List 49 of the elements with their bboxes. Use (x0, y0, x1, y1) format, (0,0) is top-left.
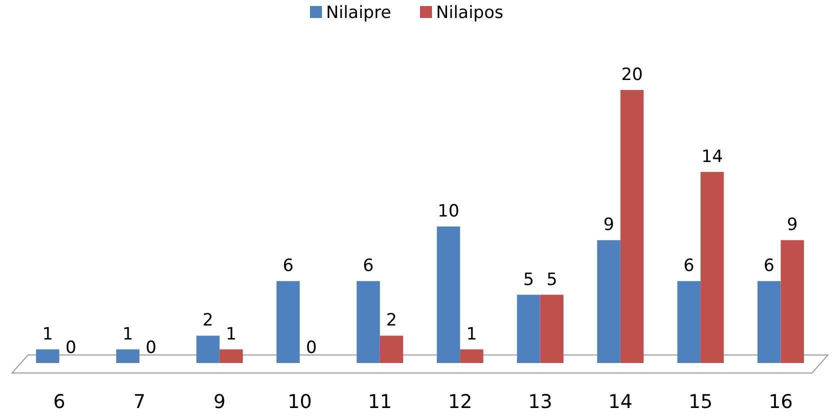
x-tick-label: 13 (528, 391, 552, 413)
bar (356, 281, 380, 363)
x-tick-label: 9 (214, 391, 226, 413)
bar (36, 349, 60, 363)
data-label: 5 (546, 270, 558, 290)
data-label: 1 (466, 324, 478, 344)
bar (460, 349, 484, 363)
data-label: 2 (202, 310, 214, 331)
legend-label: Nilaipos (436, 3, 504, 23)
bar (757, 281, 781, 363)
data-label: 6 (684, 256, 694, 276)
bar (597, 240, 620, 363)
x-tick-label: 12 (448, 391, 472, 413)
data-label: 20 (621, 65, 643, 85)
x-tick-label: 15 (688, 391, 713, 413)
data-label: 2 (386, 310, 397, 331)
bar (276, 281, 300, 363)
bar (780, 240, 804, 363)
bar (196, 336, 220, 363)
data-label: 1 (122, 324, 134, 344)
data-label: 10 (438, 202, 460, 222)
legend-label: Nilaipre (326, 3, 392, 23)
bar (220, 349, 243, 363)
x-tick-label: 14 (608, 391, 632, 413)
x-tick-label: 16 (768, 391, 793, 413)
data-label: 9 (603, 215, 614, 236)
data-label: 6 (362, 256, 374, 276)
x-tick-label: 11 (368, 391, 392, 413)
data-label: 6 (764, 256, 775, 276)
data-label: 14 (701, 146, 724, 167)
x-tick-label: 10 (288, 391, 312, 413)
data-label: 1 (226, 324, 237, 344)
data-label: 0 (146, 338, 156, 358)
data-label: 6 (282, 256, 294, 276)
x-tick-label: 7 (133, 391, 146, 413)
data-label: 1 (42, 324, 54, 344)
data-label: 0 (306, 338, 317, 358)
data-label: 5 (523, 270, 534, 290)
data-label: 0 (65, 338, 76, 358)
bar (620, 90, 644, 363)
bar (380, 336, 404, 363)
bar (516, 294, 540, 363)
bar (700, 172, 724, 363)
bar (540, 294, 564, 363)
data-label: 9 (786, 215, 798, 236)
bar (677, 281, 701, 363)
bar (436, 226, 460, 363)
bar (116, 349, 140, 363)
x-tick-label: 6 (53, 391, 66, 413)
